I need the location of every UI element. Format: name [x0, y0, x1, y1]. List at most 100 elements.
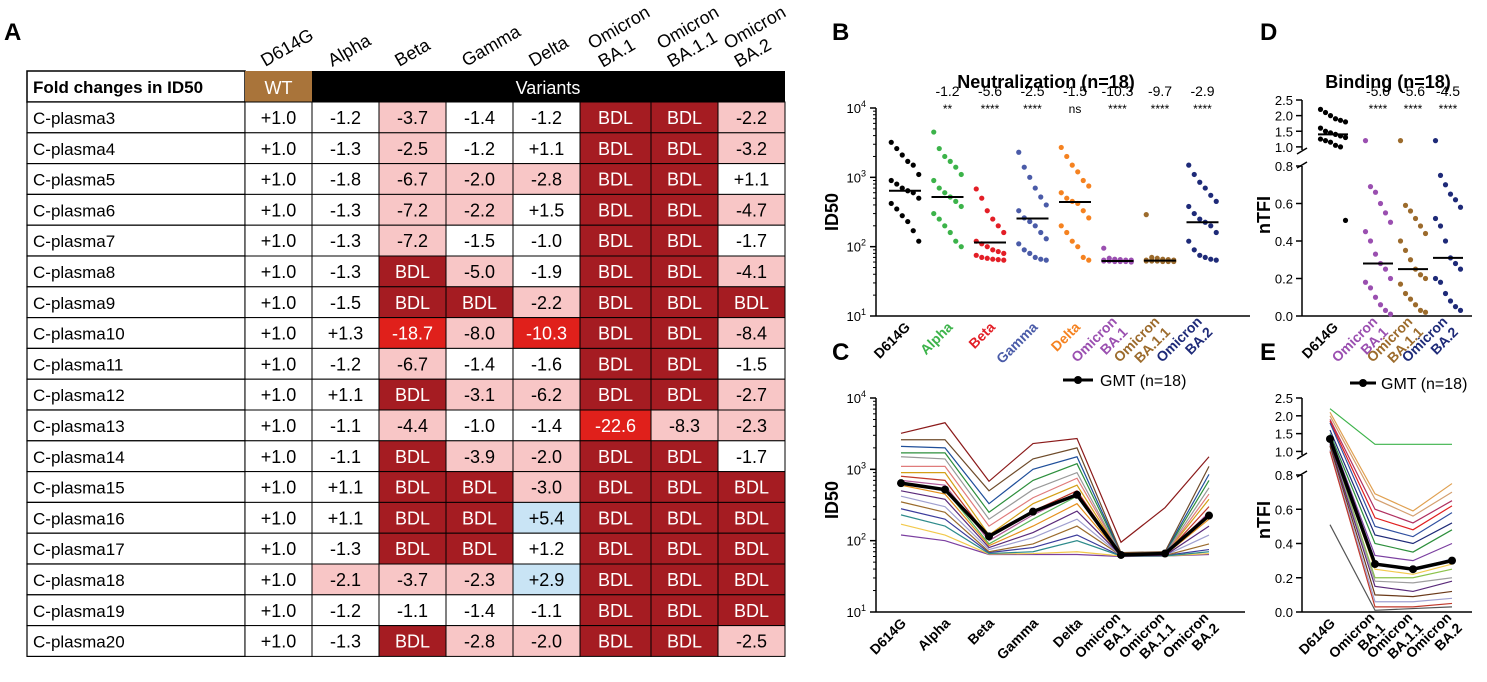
panel-b-point: [1064, 195, 1070, 201]
variants-header: Variants: [516, 78, 581, 98]
row-label-cell: [26, 255, 246, 288]
table-cell: [244, 347, 313, 380]
table-cell: [378, 224, 447, 257]
panel-e-legend-marker: [1359, 379, 1367, 387]
x-tick-line: Gamma: [993, 319, 1041, 367]
panel-d-axis-break: [1296, 147, 1308, 155]
cell-value: -4.1: [736, 262, 767, 282]
table-cell: [311, 625, 380, 657]
cell-value: -1.4: [464, 601, 495, 621]
panel-b-point: [1086, 183, 1092, 189]
table-cell: [650, 594, 719, 627]
panel-d-point: [1422, 275, 1429, 282]
column-header-line: Delta: [525, 32, 572, 71]
panel-e-individual-line: [1329, 435, 1453, 562]
panel-b-point: [931, 129, 937, 135]
cell-value: BDL: [462, 478, 497, 498]
row-label-cell: [26, 163, 246, 196]
cell-value: -2.8: [531, 170, 562, 190]
panel-d-point: [1432, 138, 1439, 144]
panel-b-point: [1197, 179, 1203, 185]
panel-d-point: [1327, 113, 1334, 119]
table-cell: [512, 440, 581, 473]
panel-e-y-tick-label: 1.0: [1275, 444, 1293, 459]
panel-d-y-tick-label: 0.2: [1275, 272, 1293, 287]
cell-value: -2.2: [464, 200, 495, 220]
table-cell: [445, 255, 514, 288]
cell-value: -1.7: [736, 447, 767, 467]
row-label: C-plasma11: [33, 355, 123, 374]
panel-b-point: [942, 153, 948, 160]
panel-b-point: [931, 177, 937, 184]
cell-value: +1.0: [261, 601, 297, 621]
cell-value: BDL: [598, 293, 633, 313]
panel-e-gmt-line: [1328, 438, 1453, 571]
cell-value: -2.5: [397, 139, 428, 159]
column-header-1: Alpha: [324, 30, 375, 71]
panel-b-point: [942, 190, 948, 196]
panel-d-point: [1367, 285, 1374, 291]
panel-b-ylabel: ID50: [822, 193, 842, 231]
table-cell: [378, 132, 447, 165]
panel-b-point: [1075, 169, 1081, 175]
cell-value: -8.3: [669, 416, 700, 436]
panel-b-fold-label: -2.9: [1190, 83, 1214, 99]
panel-b-point: [888, 139, 894, 145]
row-label: C-plasma5: [33, 171, 115, 190]
cell-value: -4.4: [397, 416, 428, 436]
cell-value: BDL: [395, 478, 430, 498]
panel-b-point: [1016, 208, 1022, 214]
cell-value: -6.2: [531, 385, 562, 405]
cell-value: -2.0: [531, 447, 562, 467]
table-cell: [445, 440, 514, 473]
panel-d-point: [1362, 138, 1369, 144]
panel-b-point: [1075, 244, 1081, 250]
panel-b-y-tick-label: 102: [847, 238, 866, 255]
panel-b-point: [894, 181, 900, 187]
cell-value: BDL: [667, 354, 702, 374]
cell-value: -10.3: [526, 324, 567, 344]
row-label-cell: [26, 563, 246, 596]
tick-base: 10: [847, 309, 861, 324]
panel-b-point: [958, 244, 964, 250]
table-cell: [378, 378, 447, 411]
panel-b-x-tick-label: Gamma: [993, 319, 1041, 367]
cell-value: BDL: [598, 601, 633, 621]
wt-header: WT: [265, 78, 293, 98]
cell-value: +1.0: [261, 508, 297, 528]
cell-value: BDL: [598, 447, 633, 467]
table-cell: [311, 132, 380, 165]
panel-b-point: [953, 164, 959, 170]
panel-d-point: [1417, 272, 1424, 278]
cell-value: -1.5: [736, 354, 767, 374]
panel-d-point: [1377, 302, 1384, 308]
column-header-5: OmicronBA.1: [584, 2, 663, 72]
table-cell: [378, 317, 447, 349]
panel-b-point: [979, 195, 985, 201]
tick-exp: 2: [861, 532, 866, 542]
panel-d-point: [1407, 296, 1414, 302]
panel-d-point: [1457, 266, 1464, 272]
tick-exp: 4: [861, 99, 866, 109]
tick-exp: 1: [861, 603, 866, 613]
cell-value: BDL: [667, 632, 702, 652]
cell-value: +5.4: [529, 508, 565, 528]
panel-c-x-tick-label: Gamma: [993, 615, 1041, 663]
panel-c-y-tick-label: 102: [847, 532, 866, 549]
row-label: C-plasma3: [33, 109, 115, 128]
table-cell: [512, 101, 581, 134]
panel-d-significance: ****: [1404, 102, 1423, 116]
cell-value: -3.7: [397, 108, 428, 128]
panel-e-individual-line: [1329, 433, 1453, 553]
cell-value: -1.1: [330, 447, 361, 467]
table-cell: [378, 501, 447, 534]
panel-d-y-tick-label: 2.0: [1275, 109, 1293, 124]
panel-d-point: [1457, 307, 1464, 313]
panel-b-significance: ns: [1069, 102, 1082, 116]
panel-b-title: Neutralization (n=18): [957, 72, 1135, 92]
cell-value: BDL: [598, 508, 633, 528]
row-label: C-plasma7: [33, 232, 115, 251]
panel-b-point: [1143, 212, 1149, 218]
x-tick-line: D614G: [870, 319, 913, 362]
panel-b-significance: ****: [1108, 102, 1127, 116]
